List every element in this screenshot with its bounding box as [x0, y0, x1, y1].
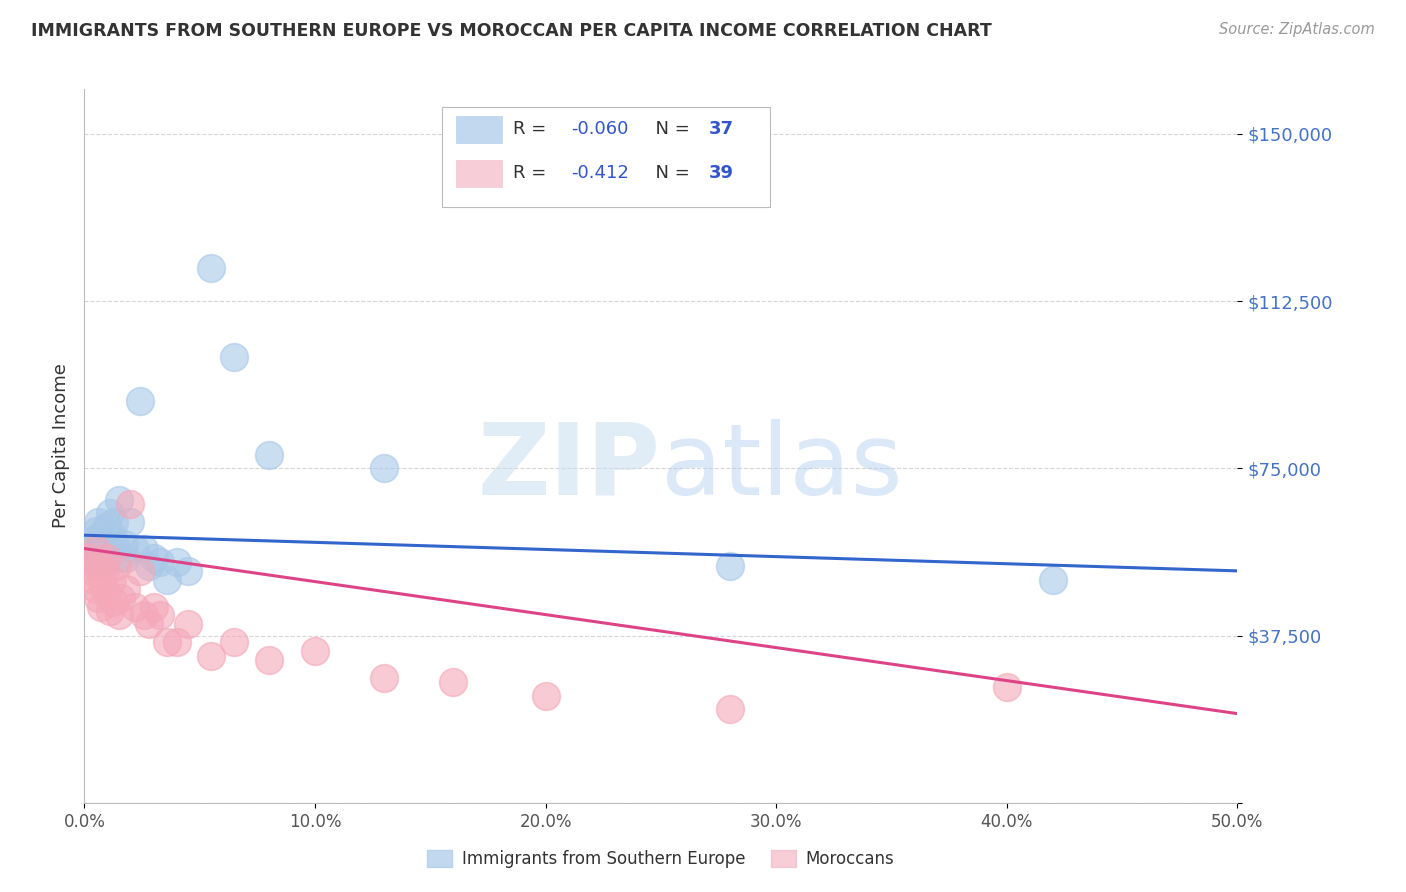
Text: -0.060: -0.060 [571, 120, 628, 138]
FancyBboxPatch shape [456, 116, 502, 143]
Point [128, 564, 150, 578]
Point [138, 617, 160, 632]
Point [103, 515, 125, 529]
Point [108, 608, 131, 623]
Point [166, 635, 188, 649]
Point [87, 515, 110, 529]
Point [77, 550, 100, 565]
Point [87, 537, 110, 551]
Point [441, 675, 464, 690]
Point [257, 448, 280, 462]
Point [77, 550, 100, 565]
Point [120, 497, 142, 511]
Point [105, 541, 128, 556]
Point [224, 635, 246, 649]
Point [94, 564, 117, 578]
Point [142, 599, 165, 614]
Point [166, 555, 188, 569]
Text: ZIP: ZIP [478, 419, 661, 516]
Point [84, 559, 107, 574]
Point [115, 550, 138, 565]
Text: -0.412: -0.412 [571, 164, 628, 182]
Point [138, 559, 160, 574]
Legend: Immigrants from Southern Europe, Moroccans: Immigrants from Southern Europe, Morocca… [419, 842, 903, 877]
Point [115, 582, 138, 596]
Point [103, 595, 125, 609]
Point [89, 546, 111, 560]
Point [177, 617, 200, 632]
Point [101, 573, 124, 587]
Point [534, 689, 557, 703]
Point [373, 671, 395, 685]
Point [224, 350, 246, 364]
Point [156, 573, 179, 587]
Point [84, 524, 107, 538]
Point [110, 591, 132, 605]
Text: 37: 37 [709, 120, 734, 138]
Text: R =: R = [513, 164, 553, 182]
Point [84, 582, 107, 596]
Point [177, 564, 200, 578]
Point [304, 644, 326, 658]
Text: IMMIGRANTS FROM SOUTHERN EUROPE VS MOROCCAN PER CAPITA INCOME CORRELATION CHART: IMMIGRANTS FROM SOUTHERN EUROPE VS MOROC… [31, 22, 991, 40]
Point [149, 608, 172, 623]
Point [112, 537, 135, 551]
Point [142, 550, 165, 565]
Point [995, 680, 1018, 694]
Point [105, 559, 128, 574]
Point [91, 555, 114, 569]
Point [98, 604, 121, 618]
Text: N =: N = [644, 164, 695, 182]
Point [80, 541, 103, 556]
Point [96, 586, 118, 600]
Point [718, 702, 741, 716]
Point [1042, 573, 1064, 587]
Point [96, 550, 118, 565]
Point [84, 541, 107, 556]
Point [200, 648, 222, 663]
Point [89, 568, 111, 582]
Point [134, 608, 156, 623]
Point [200, 260, 222, 275]
Point [718, 559, 741, 574]
Text: N =: N = [644, 120, 695, 138]
Point [87, 555, 110, 569]
Point [134, 541, 156, 556]
Point [91, 577, 114, 591]
Point [124, 599, 146, 614]
Point [83, 533, 105, 547]
Point [96, 519, 118, 533]
Point [80, 564, 103, 578]
Point [101, 528, 124, 542]
Text: 39: 39 [709, 164, 734, 182]
Point [98, 506, 121, 520]
Point [373, 461, 395, 475]
Point [149, 555, 172, 569]
Y-axis label: Per Capita Income: Per Capita Income [52, 364, 70, 528]
Point [110, 550, 132, 565]
Point [94, 541, 117, 556]
Text: atlas: atlas [661, 419, 903, 516]
Point [108, 492, 131, 507]
Point [89, 599, 111, 614]
Point [83, 573, 105, 587]
FancyBboxPatch shape [441, 107, 770, 207]
FancyBboxPatch shape [456, 160, 502, 187]
Point [128, 394, 150, 409]
Point [120, 515, 142, 529]
Point [124, 541, 146, 556]
Point [89, 528, 111, 542]
Text: Source: ZipAtlas.com: Source: ZipAtlas.com [1219, 22, 1375, 37]
Point [87, 591, 110, 605]
Point [96, 537, 118, 551]
Text: R =: R = [513, 120, 553, 138]
Point [257, 653, 280, 667]
Point [156, 635, 179, 649]
